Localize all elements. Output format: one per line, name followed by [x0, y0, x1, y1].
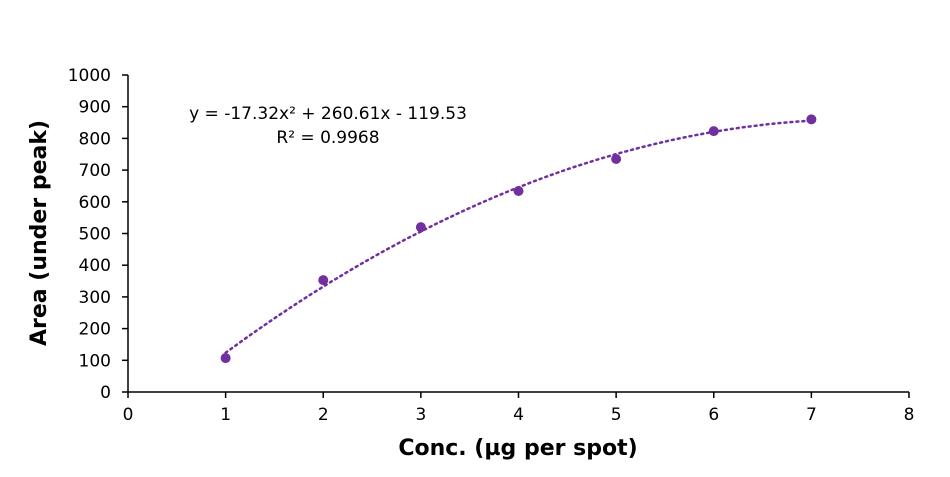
x-tick-label: 7	[806, 405, 817, 425]
y-tick-label: 0	[100, 383, 111, 403]
y-tick-label: 1000	[68, 66, 111, 86]
y-tick-label: 200	[79, 320, 111, 340]
trendline-equation: y = -17.32x² + 260.61x - 119.53	[189, 104, 467, 124]
x-tick-label: 5	[611, 405, 622, 425]
tick-labels: 0 1 2 3 4 5 6 7 8 0 100 200 300 400 500 600 700 800 900 100…	[68, 66, 915, 425]
data-points	[220, 114, 817, 364]
x-tick-label: 1	[220, 405, 231, 425]
y-tick-label: 800	[79, 129, 111, 149]
trendline	[224, 119, 813, 355]
data-point	[318, 275, 329, 286]
x-tick-label: 4	[513, 405, 524, 425]
x-tick-label: 6	[708, 405, 719, 425]
y-tick-label: 300	[79, 288, 111, 308]
y-tick-label: 400	[79, 256, 111, 276]
r-squared-label: R² = 0.9968	[276, 128, 379, 148]
data-point	[611, 154, 622, 165]
y-tick-label: 500	[79, 225, 111, 245]
data-point	[513, 186, 524, 197]
data-point	[415, 222, 426, 233]
x-tick-label: 8	[904, 405, 915, 425]
y-tick-label: 700	[79, 161, 111, 181]
data-point	[806, 114, 817, 125]
x-tick-label: 0	[123, 405, 134, 425]
axes	[122, 74, 910, 398]
x-axis-label: Conc. (µg per spot)	[398, 436, 637, 461]
y-tick-label: 900	[79, 98, 111, 118]
x-tick-label: 3	[415, 405, 426, 425]
y-axis-label: Area (under peak)	[27, 120, 52, 346]
y-tick-label: 100	[79, 351, 111, 371]
data-point	[220, 353, 231, 364]
x-tick-label: 2	[318, 405, 329, 425]
data-point	[708, 126, 719, 137]
y-tick-label: 600	[79, 193, 111, 213]
